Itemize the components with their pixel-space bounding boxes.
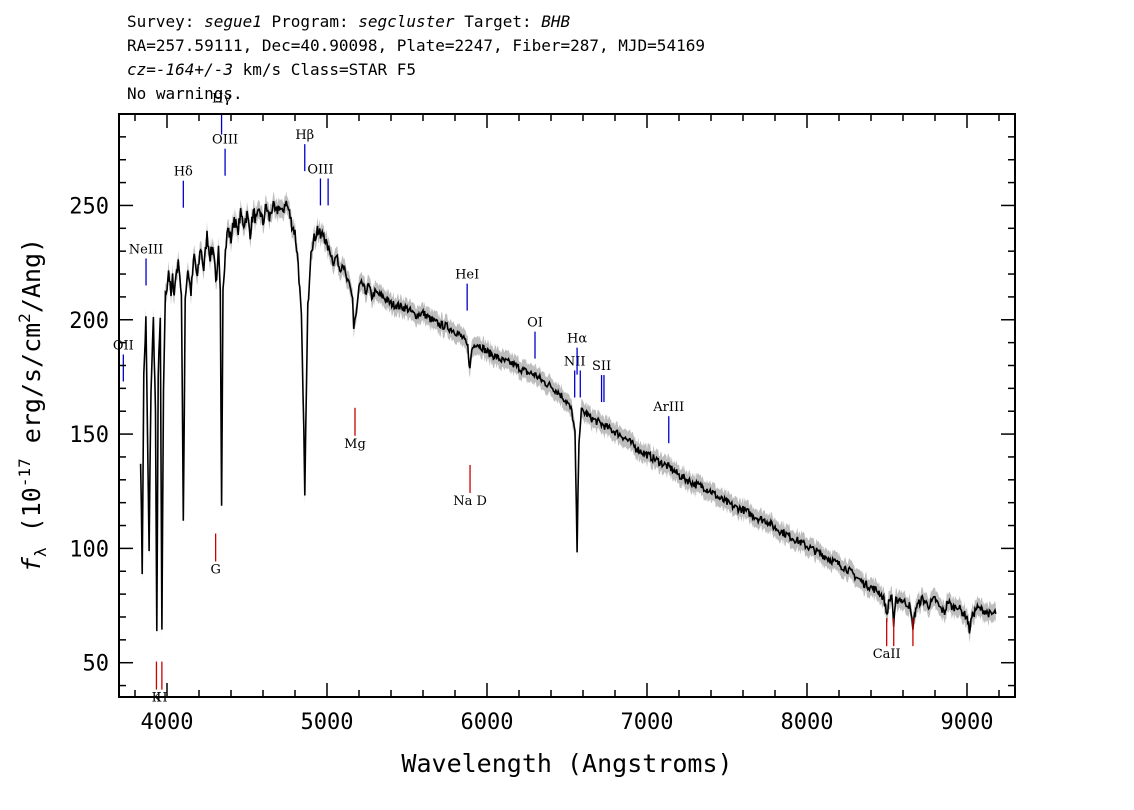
line-markers-layer: Hγ OIII Hδ Hβ OIII NeIII OII HeI OI NII Hα SII ArIII… — [113, 92, 914, 706]
line-label-hγ: Hγ — [212, 92, 231, 107]
y-tick-label: 250 — [69, 194, 109, 219]
line-label-h: H — [156, 691, 167, 706]
y-tick-label: 100 — [69, 537, 109, 562]
target-label: Target: — [464, 12, 532, 31]
line-label-sii: SII — [592, 359, 611, 374]
survey-label: Survey: — [127, 12, 195, 31]
cz-unit: km/s — [242, 60, 282, 79]
axes-layer: 4000 5000 6000 7000 8000 9000 50 100 150 200 250 — [69, 113, 1015, 735]
plot-frame — [118, 113, 1016, 698]
program-label: Program: — [271, 12, 349, 31]
line-label-ariii: ArIII — [652, 400, 684, 415]
cz-value: cz=-164+/-3 — [127, 60, 233, 79]
survey-value: segue1 — [204, 12, 262, 31]
x-tick-label: 4000 — [141, 710, 194, 735]
class-value: Class=STAR F5 — [290, 60, 417, 79]
line-label-caii: CaII — [873, 647, 901, 662]
line-label-oiii: OIII — [212, 133, 238, 148]
x-tick-label: 6000 — [461, 710, 514, 735]
program-value: segcluster — [358, 12, 455, 31]
line-label-na-d: Na D — [453, 494, 487, 509]
x-tick-label: 5000 — [301, 710, 354, 735]
y-tick-label: 200 — [69, 309, 109, 334]
error-band-layer — [140, 191, 996, 643]
y-tick-label: 50 — [83, 652, 110, 677]
line-label-hα: Hα — [567, 332, 587, 347]
header-line-redshift: cz=-164+/-3 km/s Class=STAR F5 — [127, 58, 705, 82]
line-label-hei: HeI — [455, 268, 479, 283]
header-line-coords: RA=257.59111, Dec=40.90098, Plate=2247, … — [127, 36, 705, 55]
line-label-nii: NII — [564, 354, 586, 369]
spectrum-layer — [139, 200, 997, 634]
y-axis-title: fλ (10-17 erg/s/cm2/Ang) — [15, 238, 50, 572]
line-label-g: G — [210, 563, 220, 578]
x-tick-label: 9000 — [941, 710, 994, 735]
spectrum-line — [139, 200, 997, 634]
header-line-survey: Survey: segue1 Program: segcluster Targe… — [127, 10, 705, 34]
x-axis-title: Wavelength (Angstroms) — [401, 749, 732, 778]
error-band — [140, 191, 996, 643]
line-label-k: K — [152, 691, 162, 706]
x-tick-label: 8000 — [781, 710, 834, 735]
line-label-neiii: NeIII — [129, 242, 163, 257]
line-label-oiii: OIII — [307, 162, 333, 177]
spectrum-header: Survey: segue1 Program: segcluster Targe… — [127, 10, 705, 106]
x-tick-label: 7000 — [621, 710, 674, 735]
line-label-oii: OII — [113, 338, 134, 353]
line-label-hδ: Hδ — [174, 165, 193, 180]
line-label-oi: OI — [527, 316, 543, 331]
target-value: BHB — [541, 12, 571, 31]
line-label-hβ: Hβ — [295, 128, 314, 143]
header-line-warnings: No warnings. — [127, 84, 243, 103]
line-label-mg: Mg — [344, 437, 366, 452]
y-tick-label: 150 — [69, 423, 109, 448]
